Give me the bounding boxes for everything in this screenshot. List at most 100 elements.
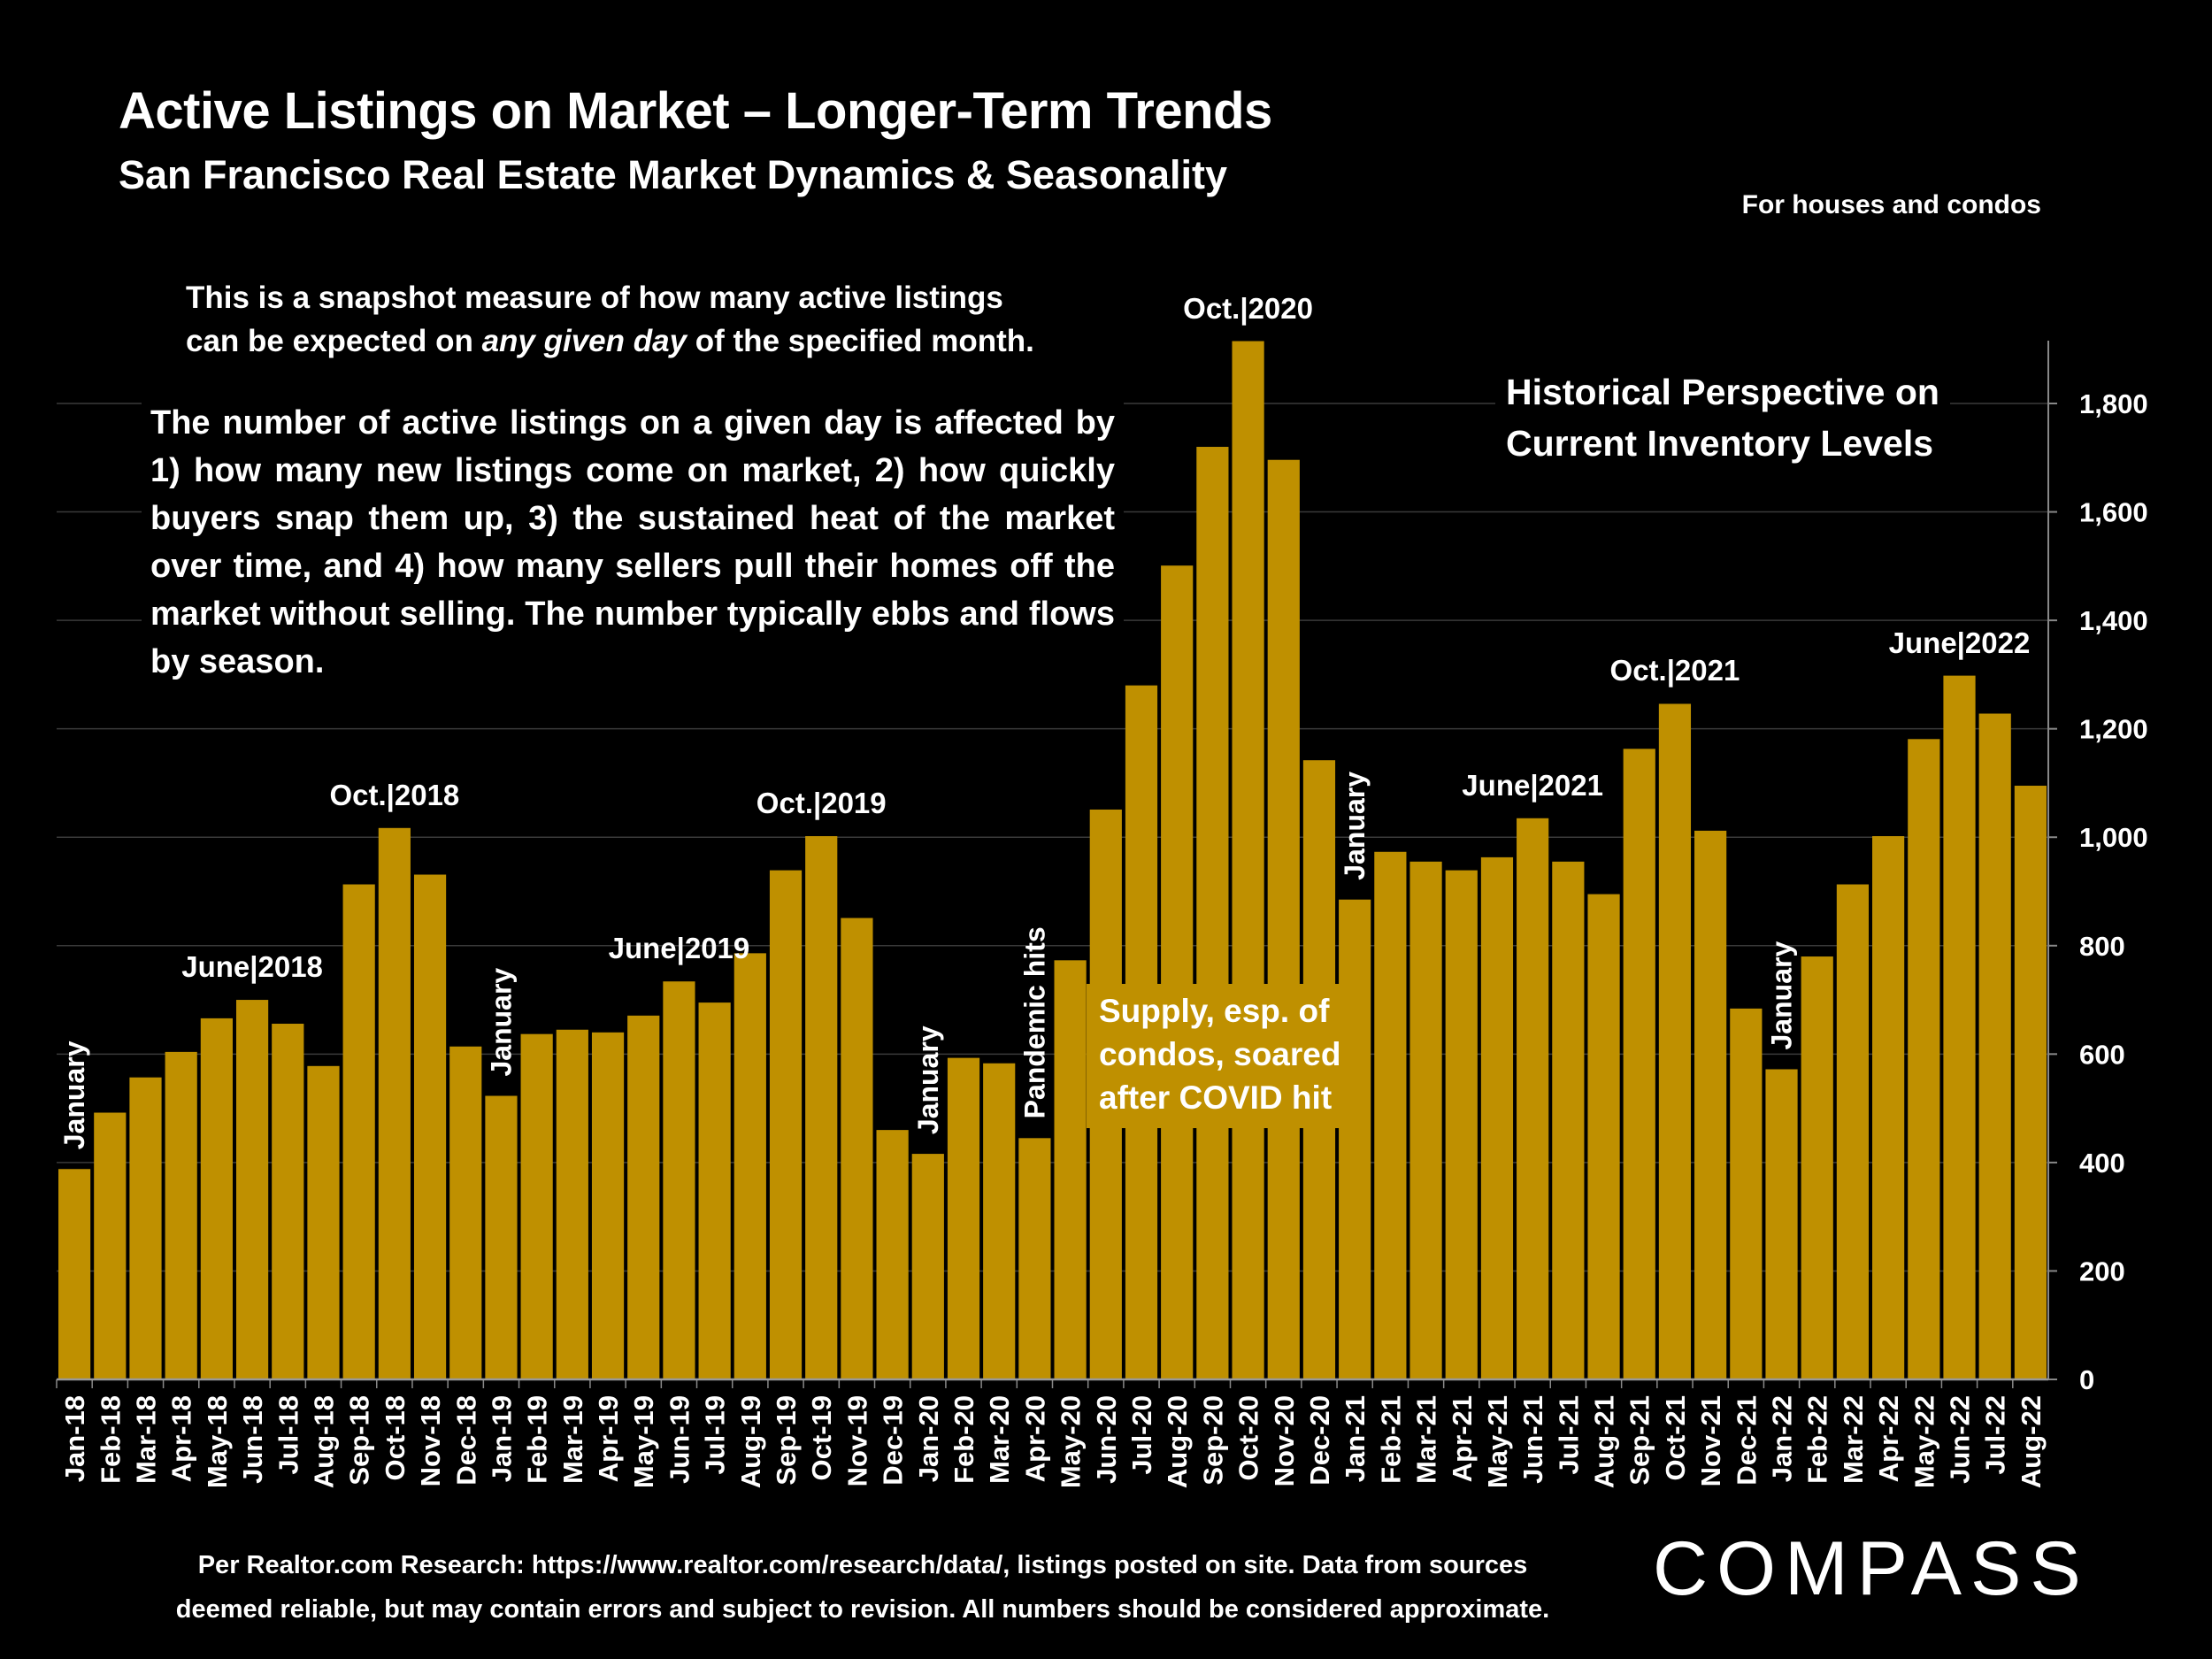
- x-tick-label: Jan-21: [1340, 1395, 1371, 1482]
- scope-note: For houses and condos: [1741, 190, 2041, 219]
- x-tick-label: Mar-21: [1411, 1395, 1442, 1484]
- bar-Dec-18: [449, 1046, 482, 1379]
- page-subtitle: San Francisco Real Estate Market Dynamic…: [119, 152, 1228, 197]
- y-tick-label: 1,600: [2079, 497, 2148, 528]
- x-tick-label: Jun-20: [1091, 1395, 1122, 1484]
- supply-line-2: condos, soared: [1099, 1036, 1341, 1072]
- x-tick-label: Dec-21: [1731, 1395, 1762, 1486]
- bar-Nov-20: [1267, 459, 1300, 1379]
- x-tick-label: Aug-20: [1162, 1395, 1193, 1488]
- bar-Feb-20: [947, 1057, 980, 1379]
- y-tick-label: 1,000: [2079, 822, 2148, 853]
- x-tick-label: Jun-19: [664, 1395, 695, 1484]
- bar-Jan-20: [911, 1154, 944, 1379]
- bar-Jan-19: [485, 1095, 518, 1379]
- bar-Aug-21: [1587, 894, 1620, 1379]
- source-footer: Per Realtor.com Research: https://www.re…: [0, 1543, 1725, 1632]
- x-tick-label: May-20: [1056, 1395, 1087, 1488]
- x-tick-label: Jun-18: [237, 1395, 268, 1484]
- x-tick-label: Sep-18: [344, 1395, 375, 1486]
- annotation-label: January: [58, 1041, 90, 1149]
- snapshot-line-2: can be expected on any given day of the …: [186, 319, 1034, 363]
- bar-May-20: [1054, 960, 1087, 1379]
- bar-May-18: [200, 1018, 233, 1379]
- bar-Mar-22: [1836, 884, 1870, 1379]
- annotation-label: Oct.|2018: [329, 778, 460, 811]
- bar-Feb-22: [1801, 956, 1833, 1379]
- x-tick-label: Oct-19: [806, 1395, 837, 1480]
- x-tick-label: Apr-22: [1873, 1395, 1904, 1482]
- x-tick-label: Apr-19: [593, 1395, 624, 1482]
- bar-Jun-21: [1517, 818, 1549, 1379]
- x-tick-label: Dec-19: [878, 1395, 909, 1486]
- bar-Jul-22: [1978, 713, 2011, 1379]
- x-tick-label: Nov-18: [415, 1395, 446, 1486]
- annotation-label: January: [912, 1025, 944, 1134]
- annotation-label: June|2019: [608, 932, 750, 965]
- bar-Nov-18: [413, 874, 447, 1379]
- bar-Apr-21: [1445, 870, 1478, 1379]
- x-tick-label: Dec-20: [1304, 1395, 1335, 1486]
- x-tick-label: Jun-22: [1945, 1395, 1976, 1484]
- bar-Dec-21: [1730, 1008, 1763, 1379]
- bar-Jun-19: [663, 981, 695, 1379]
- x-tick-label: Mar-18: [130, 1395, 161, 1484]
- x-tick-label: Aug-19: [735, 1395, 766, 1488]
- annotation-label: January: [1339, 772, 1371, 880]
- x-tick-label: Apr-21: [1447, 1395, 1478, 1482]
- x-tick-label: Feb-20: [949, 1395, 979, 1484]
- bar-Mar-18: [129, 1077, 162, 1379]
- x-tick-label: Jan-22: [1767, 1395, 1798, 1482]
- bar-May-19: [627, 1015, 660, 1379]
- bar-Jul-19: [698, 1002, 731, 1379]
- x-tick-label: Apr-20: [1019, 1395, 1050, 1482]
- snapshot-emphasis: any given day: [481, 324, 687, 358]
- y-tick-label: 800: [2079, 931, 2125, 962]
- x-tick-label: Aug-21: [1589, 1395, 1620, 1488]
- bar-Sep-20: [1196, 447, 1229, 1379]
- snapshot-text: can be expected on: [186, 324, 482, 358]
- x-tick-label: Nov-20: [1269, 1395, 1300, 1486]
- y-tick-label: 200: [2079, 1256, 2125, 1286]
- bar-Mar-20: [983, 1063, 1016, 1379]
- page-title: Active Listings on Market – Longer-Term …: [119, 82, 1272, 140]
- historical-line-2: Current Inventory Levels: [1506, 423, 1934, 464]
- bar-Jan-21: [1339, 899, 1371, 1379]
- x-tick-label: Jul-19: [700, 1395, 731, 1475]
- annotation-label: Oct.|2019: [756, 786, 887, 819]
- x-tick-label: Nov-19: [841, 1395, 872, 1486]
- bar-Apr-20: [1018, 1138, 1051, 1379]
- x-tick-label: Feb-19: [522, 1395, 553, 1484]
- bar-Apr-19: [591, 1032, 625, 1379]
- x-tick-label: May-21: [1482, 1395, 1513, 1488]
- x-tick-label: Sep-19: [771, 1395, 802, 1486]
- bar-Jun-18: [235, 1000, 269, 1379]
- x-tick-label: Aug-18: [308, 1395, 339, 1488]
- y-tick-label: 0: [2079, 1364, 2094, 1395]
- x-tick-label: Dec-18: [450, 1395, 481, 1486]
- annotation-label: June|2018: [181, 950, 323, 984]
- historical-perspective-note: Historical Perspective on Current Invent…: [1495, 365, 1950, 471]
- annotation-label: Oct.|2021: [1609, 654, 1740, 687]
- bar-Jul-18: [272, 1024, 304, 1379]
- x-tick-label: Jan-20: [913, 1395, 944, 1482]
- x-tick-label: Sep-21: [1624, 1395, 1655, 1486]
- x-tick-label: Oct-18: [380, 1395, 411, 1480]
- bar-May-21: [1480, 856, 1514, 1379]
- annotation-label: June|2021: [1462, 768, 1603, 802]
- bar-Dec-19: [876, 1130, 909, 1379]
- supply-line-1: Supply, esp. of: [1099, 993, 1330, 1029]
- x-tick-label: Feb-22: [1802, 1395, 1833, 1484]
- x-tick-label: Jul-20: [1126, 1395, 1157, 1475]
- bar-Nov-21: [1694, 830, 1727, 1379]
- snapshot-note: This is a snapshot measure of how many a…: [186, 276, 1034, 363]
- bar-Sep-18: [342, 884, 375, 1379]
- bar-Jan-18: [58, 1169, 91, 1379]
- x-tick-label: Feb-21: [1375, 1395, 1406, 1484]
- x-tick-label: May-22: [1909, 1395, 1939, 1488]
- x-tick-label: Mar-22: [1838, 1395, 1869, 1484]
- x-tick-label: Jun-21: [1517, 1395, 1548, 1484]
- x-tick-label: Sep-20: [1197, 1395, 1228, 1486]
- y-tick-label: 600: [2079, 1039, 2125, 1070]
